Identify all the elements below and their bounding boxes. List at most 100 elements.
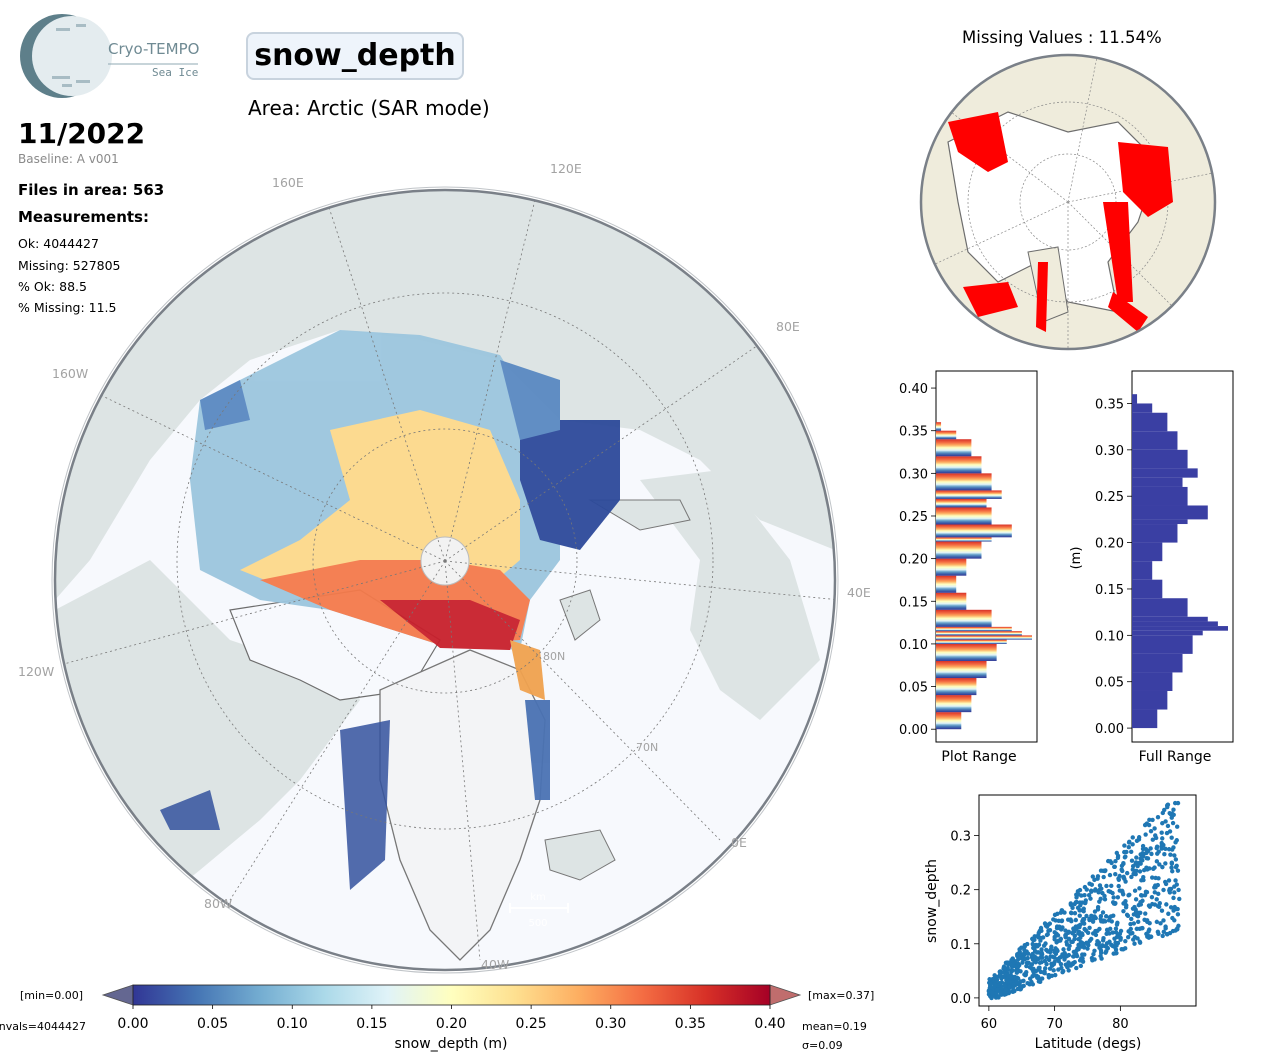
scatter-point xyxy=(1086,893,1092,898)
scatter-point xyxy=(1143,847,1149,852)
colorbar-bar xyxy=(132,984,771,1006)
scatter-point xyxy=(1074,965,1079,971)
scatter-point xyxy=(1032,948,1038,954)
histogram-bar xyxy=(936,498,987,508)
scatter-point xyxy=(1164,902,1169,907)
scatter-point xyxy=(1115,895,1121,900)
scatter-point xyxy=(1056,938,1061,944)
scatter-point xyxy=(1113,947,1119,952)
scatter-point xyxy=(1159,908,1165,913)
scatter-point xyxy=(1080,952,1085,957)
scatter-xlabel: Latitude (degs) xyxy=(1035,1036,1142,1052)
scatter-point xyxy=(1051,968,1056,973)
scatter-point xyxy=(1061,947,1066,952)
scatter-point xyxy=(1066,960,1071,965)
scatter-point xyxy=(1110,930,1116,935)
scatter-point xyxy=(1056,918,1061,924)
scatter-point xyxy=(1132,888,1138,893)
histogram-bar xyxy=(1132,630,1203,636)
scatter-point xyxy=(1092,877,1097,883)
scatter-point xyxy=(997,981,1002,986)
scatter-point xyxy=(1015,952,1020,957)
scatter-point xyxy=(1149,894,1155,900)
scatter-point xyxy=(1074,895,1079,900)
scatter-point xyxy=(1024,963,1029,969)
scatter-point xyxy=(1146,929,1151,934)
scatter-point xyxy=(1037,979,1043,985)
histogram-bar xyxy=(1132,626,1228,631)
histogram-bar xyxy=(936,575,957,593)
histogram-ytick-label: 0.40 xyxy=(899,382,928,397)
scatter-point xyxy=(1130,835,1135,840)
scatter-point xyxy=(1026,960,1031,966)
scatter-point xyxy=(1039,976,1045,981)
histogram-bar xyxy=(1132,477,1183,487)
logo-brand: Cryo-TEMPO xyxy=(108,40,199,58)
scatter-point xyxy=(1161,887,1166,893)
lon-40e: 40E xyxy=(847,585,871,600)
scatter-point xyxy=(1144,865,1149,870)
histogram-bar xyxy=(1132,394,1138,404)
scatter-point xyxy=(994,987,1000,993)
map-border xyxy=(53,188,837,972)
scatter-point xyxy=(1166,847,1172,852)
scatter-point xyxy=(1076,942,1081,948)
scatter-point xyxy=(1122,843,1127,848)
colorbar: 0.00 0.05 0.10 0.15 0.20 0.25 0.30 0.35 0.40 sno… xyxy=(0,984,874,1052)
colorbar-tick-label: 0.15 xyxy=(356,1016,387,1032)
scatter-point xyxy=(1069,939,1074,945)
scatter-point xyxy=(1169,865,1174,870)
scatter-point xyxy=(1146,933,1151,938)
scatter-point xyxy=(1052,955,1057,960)
scatter-point xyxy=(1098,914,1104,919)
histogram-bar xyxy=(1132,468,1198,478)
histogram-ytick-label: 0.15 xyxy=(899,595,928,610)
scatter-point xyxy=(1047,921,1053,926)
histogram-bar xyxy=(936,558,967,576)
scatter-point xyxy=(1104,927,1110,933)
scatter-point xyxy=(1056,967,1061,972)
scatter-point xyxy=(1000,970,1006,975)
scatter-point xyxy=(1156,931,1161,937)
scatter-point xyxy=(1084,913,1089,919)
scatter-point xyxy=(1170,928,1176,934)
histogram-bar xyxy=(936,695,972,713)
histogram-bar xyxy=(1132,598,1188,617)
histogram-bar xyxy=(1132,561,1153,580)
scatter-point xyxy=(1104,941,1110,946)
scatter-point xyxy=(1047,949,1053,955)
scatter-point xyxy=(1078,903,1083,908)
histogram-ytick-label: 0.05 xyxy=(1095,676,1124,691)
scatter-point xyxy=(1066,946,1072,952)
scatter-point xyxy=(1170,869,1175,874)
scatter-point xyxy=(1123,938,1128,944)
scatter-point xyxy=(1116,876,1121,881)
scatter-point xyxy=(1102,897,1108,902)
scatter-point xyxy=(1095,907,1101,912)
scatter-point xyxy=(997,969,1002,975)
scatter-point xyxy=(1137,869,1143,874)
scatter-point xyxy=(1152,890,1157,895)
histogram-bar xyxy=(936,422,942,431)
colorbar-tick-label: 0.10 xyxy=(277,1016,308,1032)
scatter-point xyxy=(1143,832,1148,837)
scatter-point xyxy=(1123,899,1128,904)
scatter-point xyxy=(1116,883,1121,889)
scatter-point xyxy=(1087,881,1092,886)
histogram-bar xyxy=(936,660,987,679)
scatter-point xyxy=(1072,929,1077,934)
colorbar-max-arrow xyxy=(769,984,802,1006)
scatter-point xyxy=(1095,874,1101,879)
stat-pct-missing: % Missing: 11.5 xyxy=(18,300,117,315)
scatter-point xyxy=(1081,909,1086,914)
scatter-point xyxy=(1079,941,1085,946)
histogram-ytick-label: 0.10 xyxy=(1095,629,1124,644)
scatter-point xyxy=(1037,965,1042,970)
scatter-point xyxy=(1083,900,1088,905)
scatter-point xyxy=(1091,914,1096,920)
scatter-point xyxy=(1087,938,1093,943)
scatter-point xyxy=(1068,901,1073,906)
scatter-point xyxy=(1129,858,1135,863)
scatter-point xyxy=(1152,865,1157,870)
scatter-point xyxy=(1171,807,1176,812)
